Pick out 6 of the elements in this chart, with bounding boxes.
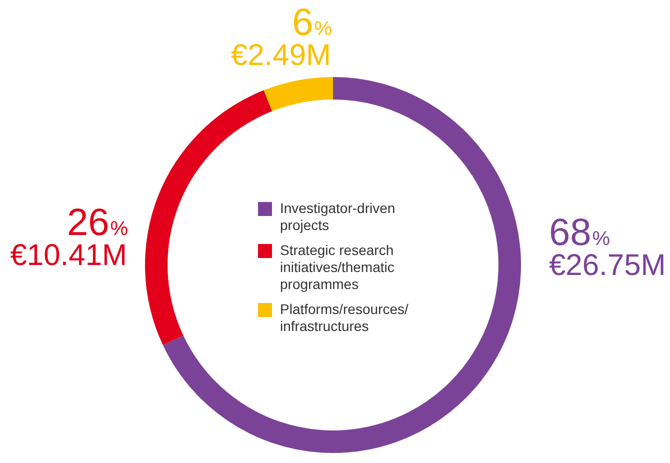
legend-label: Investigator-driven projects xyxy=(280,200,396,234)
legend-label: Platforms/resources/ infrastructures xyxy=(280,301,410,335)
legend-label: Strategic research initiatives/thematic programmes xyxy=(280,242,396,293)
data-label: 26% €10.41M xyxy=(10,202,128,272)
data-label: 68% €26.75M xyxy=(549,212,666,282)
data-label: 6% €2.49M xyxy=(230,2,332,72)
